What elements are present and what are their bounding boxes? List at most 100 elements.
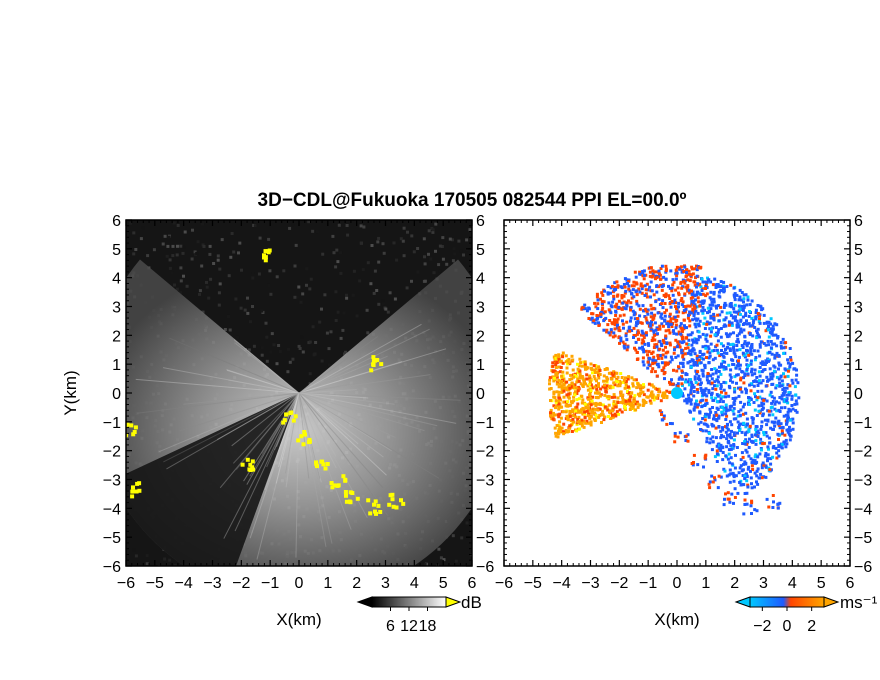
velocity-echo-pixel [581, 412, 585, 416]
velocity-echo-pixel [613, 395, 617, 399]
velocity-echo-pixel [779, 363, 783, 367]
velocity-echo-pixel [695, 372, 699, 376]
velocity-echo-pixel [770, 420, 774, 424]
velocity-echo-pixel [668, 380, 671, 384]
velocity-echo-pixel [777, 361, 781, 365]
velocity-echo-pixel [701, 311, 705, 315]
velocity-echo-pixel [614, 287, 618, 291]
velocity-echo-pixel [692, 417, 696, 421]
snr-radial-streak [298, 381, 365, 394]
velocity-echo-pixel [697, 358, 701, 362]
velocity-echo-pixel [768, 351, 772, 354]
snr-noise-pixel [249, 320, 252, 324]
velocity-echo-pixel [590, 399, 594, 403]
snr-radial-streak [298, 392, 461, 401]
velocity-echo-pixel [625, 338, 629, 342]
velocity-echo-pixel [757, 404, 761, 408]
velocity-echo-pixel [626, 345, 630, 349]
velocity-echo-pixel [745, 358, 749, 362]
velocity-echo-pixel [741, 370, 745, 374]
velocity-echo-pixel [751, 468, 755, 471]
velocity-echo-pixel [677, 301, 681, 305]
velocity-echo-pixel [778, 384, 782, 388]
velocity-echo-pixel [706, 306, 710, 310]
velocity-echo-pixel [710, 448, 714, 452]
velocity-echo-pixel [739, 327, 743, 331]
velocity-echo-pixel [641, 390, 645, 394]
snr-noise-pixel [399, 237, 403, 241]
velocity-echo-pixel [704, 283, 708, 287]
velocity-echo-pixel [607, 308, 611, 312]
velocity-echo-pixel [708, 407, 712, 411]
snr-noise-pixel [216, 254, 220, 258]
velocity-echo-pixel [622, 400, 626, 404]
velocity-echo-pixel [639, 282, 643, 286]
velocity-echo-pixel [745, 322, 749, 326]
velocity-echo-pixel [758, 345, 762, 349]
velocity-echo-pixel [733, 303, 737, 307]
snr-target-pixel [130, 494, 135, 499]
velocity-echo-pixel [562, 389, 566, 393]
velocity-echo-pixel [601, 403, 605, 407]
velocity-echo-pixel [769, 317, 773, 321]
velocity-echo-pixel [625, 304, 629, 308]
velocity-echo-pixel [762, 321, 766, 325]
velocity-echo-pixel [583, 307, 587, 311]
velocity-echo-pixel [677, 267, 681, 271]
velocity-echo-pixel [698, 304, 702, 308]
velocity-echo-pixel [732, 475, 736, 479]
velocity-colorbar-ramp [749, 596, 825, 608]
velocity-echo-pixel [686, 361, 690, 365]
velocity-echo-pixel [690, 358, 694, 362]
velocity-echo-pixel [645, 310, 649, 314]
velocity-echo-pixel [741, 405, 745, 409]
snr-noise-pixel [228, 328, 232, 332]
velocity-echo-pixel [783, 400, 787, 404]
velocity-echo-pixel [795, 368, 798, 372]
velocity-echo-pixel [714, 368, 718, 372]
velocity-echo-pixel [573, 373, 577, 377]
velocity-echo-pixel [596, 298, 600, 302]
velocity-echo-pixel [664, 277, 668, 281]
velocity-echo-pixel [655, 396, 659, 400]
velocity-echo-pixel [698, 383, 702, 386]
snr-noise-pixel [268, 269, 272, 273]
velocity-echo-pixel [557, 390, 561, 394]
velocity-echo-pixel [668, 286, 672, 290]
velocity-echo-pixel [724, 454, 728, 458]
velocity-echo-pixel [729, 379, 732, 383]
velocity-echo-pixel [595, 389, 599, 393]
velocity-echo-pixel [728, 461, 732, 465]
velocity-echo-pixel [753, 392, 757, 396]
velocity-echo-pixel [778, 426, 782, 430]
velocity-echo-pixel [723, 469, 727, 473]
velocity-echo-pixel [575, 398, 579, 402]
velocity-echo-pixel [673, 348, 676, 352]
snr-noise-pixel [377, 260, 381, 264]
velocity-echo-pixel [726, 342, 730, 346]
velocity-echo-pixel [594, 305, 598, 309]
velocity-echo-pixel [716, 375, 720, 379]
velocity-echo-pixel [656, 327, 660, 331]
snr-radial-streak [285, 392, 300, 488]
velocity-echo-pixel [573, 393, 577, 397]
velocity-echo-pixel [577, 409, 581, 413]
velocity-echo-pixel [610, 284, 614, 288]
velocity-echo-pixel [709, 437, 713, 441]
snr-noise-pixel [230, 232, 234, 235]
velocity-echo-pixel [672, 351, 676, 355]
snr-target-pixel [344, 493, 348, 498]
velocity-echo-pixel [613, 304, 617, 308]
velocity-echo-pixel [686, 316, 690, 320]
snr-noise-pixel [410, 234, 414, 238]
velocity-target-pixel [742, 512, 746, 516]
velocity-echo-pixel [747, 322, 751, 326]
velocity-echo-pixel [745, 475, 749, 479]
snr-noise-pixel [460, 536, 464, 540]
snr-noise-pixel [355, 314, 359, 318]
snr-noise-pixel [223, 328, 227, 331]
velocity-echo-pixel [786, 361, 790, 365]
snr-target-pixel [126, 432, 129, 437]
velocity-echo-pixel [759, 340, 763, 344]
velocity-echo-pixel [684, 397, 688, 401]
